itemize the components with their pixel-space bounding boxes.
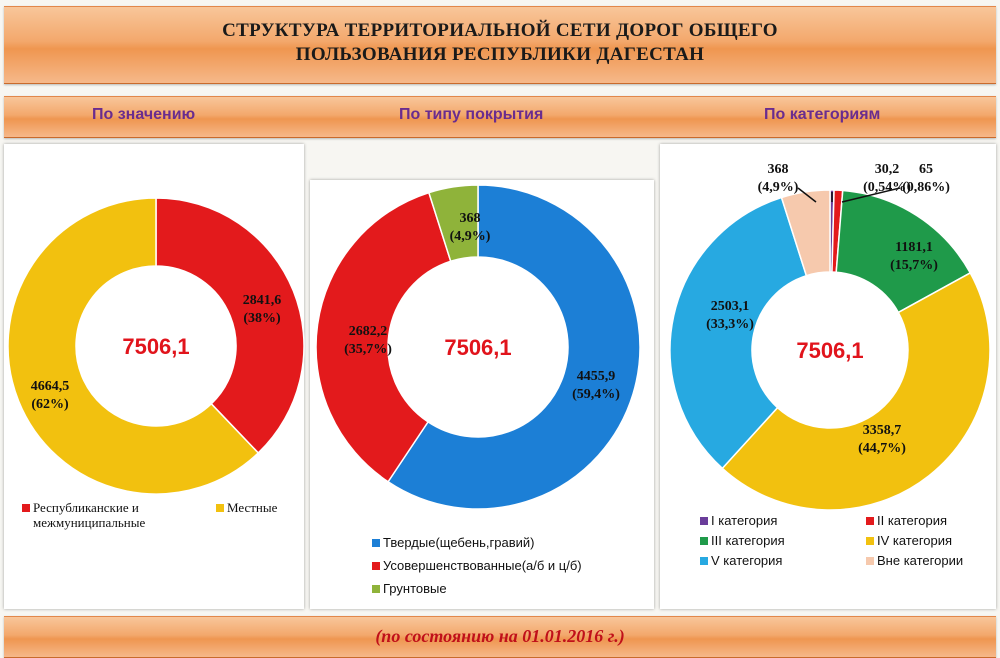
legend-swatch-red bbox=[866, 517, 874, 525]
legend-swatch-blue bbox=[372, 539, 380, 547]
legend-swatch-yellow bbox=[216, 504, 224, 512]
data-label-surface-0: 4455,9 bbox=[577, 369, 616, 384]
center-total-category: 7506,1 bbox=[796, 338, 863, 363]
legend-swatch-yellow bbox=[866, 537, 874, 545]
as-of-date: (по состоянию на 01.01.2016 г.) bbox=[375, 626, 625, 646]
center-total-significance: 7506,1 bbox=[122, 334, 189, 359]
legend-swatch-peach bbox=[866, 557, 874, 565]
legend-item-cat4: IV категория bbox=[866, 533, 952, 548]
legend-item-local: Местные bbox=[216, 500, 277, 515]
legend-item-improved: Усовершенствованные(а/б и ц/б) bbox=[372, 558, 582, 573]
data-label-category-5: 368 bbox=[768, 162, 789, 177]
data-label-surface-1: 2682,2 bbox=[349, 324, 388, 339]
callout-arrow-cat2 bbox=[841, 187, 901, 203]
donut-chart-category: 7506,1 30,2 (0,54%) 65 (0,86%) 1181,1 (15,7%) 3… bbox=[669, 162, 991, 511]
legend-swatch-olive bbox=[372, 585, 380, 593]
data-label-category-4: 2503,1 bbox=[711, 299, 750, 314]
legend-label: V категория bbox=[711, 553, 783, 568]
slice-category-2 bbox=[835, 189, 972, 314]
pct-label-surface-0: (59,4%) bbox=[572, 387, 620, 402]
slice-surface-0 bbox=[387, 184, 641, 510]
legend-label: I категория bbox=[711, 513, 778, 528]
legend-item-dirt: Грунтовые bbox=[372, 581, 447, 596]
data-label-category-3: 3358,7 bbox=[863, 423, 902, 438]
slice-surface-2 bbox=[427, 184, 479, 263]
data-label-category-2: 1181,1 bbox=[895, 240, 933, 255]
legend-swatch-purple bbox=[700, 517, 708, 525]
legend-item-cat1: I категория bbox=[700, 513, 777, 528]
donut-chart-surface: 7506,1 4455,9 (59,4%) 2682,2 (35,7%) 368 (4,9%… bbox=[315, 184, 641, 510]
chart-panel-category: 7506,1 30,2 (0,54%) 65 (0,86%) 1181,1 (15,7%) 3… bbox=[660, 144, 996, 609]
legend-label: Грунтовые bbox=[383, 581, 447, 596]
legend-label: III категория bbox=[711, 533, 785, 548]
title-banner: СТРУКТУРА ТЕРРИТОРИАЛЬНОЙ СЕТИ ДОРОГ ОБЩ… bbox=[4, 6, 996, 84]
title-line-1: СТРУКТУРА ТЕРРИТОРИАЛЬНОЙ СЕТИ ДОРОГ ОБЩ… bbox=[222, 20, 778, 41]
pct-label-category-1: (0,86%) bbox=[902, 180, 950, 195]
data-label-significance-1: 4664,5 bbox=[31, 379, 70, 394]
pct-label-category-2: (15,7%) bbox=[890, 258, 938, 273]
slice-category-3 bbox=[721, 271, 991, 511]
pct-label-category-4: (33,3%) bbox=[706, 317, 754, 332]
section-label-surface: По типу покрытия bbox=[399, 106, 544, 123]
pct-label-surface-2: (4,9%) bbox=[450, 229, 491, 244]
legend-label: Республиканские и межмуниципальные bbox=[33, 500, 146, 530]
legend-item-cat3: III категория bbox=[700, 533, 785, 548]
title-line-2: ПОЛЬЗОВАНИЯ РЕСПУБЛИКИ ДАГЕСТАН bbox=[295, 44, 705, 65]
footer-banner: (по состоянию на 01.01.2016 г.) bbox=[4, 616, 996, 658]
pct-label-category-3: (44,7%) bbox=[858, 441, 906, 456]
pct-label-significance-1: (62%) bbox=[31, 397, 69, 412]
legend-label: Усовершенствованные(а/б и ц/б) bbox=[383, 558, 582, 573]
legend-swatch-red bbox=[372, 562, 380, 570]
pct-label-category-0: (0,54%) bbox=[863, 180, 911, 195]
pct-label-category-5: (4,9%) bbox=[758, 180, 799, 195]
legend-label: Твердые(щебень,гравий) bbox=[383, 535, 535, 550]
legend-label: Местные bbox=[227, 500, 278, 515]
section-label-category: По категориям bbox=[764, 106, 881, 123]
legend-swatch-red bbox=[22, 504, 30, 512]
legend-item-cat5: V категория bbox=[700, 553, 782, 568]
legend-item-republican: Республиканские и межмуниципальные bbox=[22, 500, 203, 530]
legend-label: IV категория bbox=[877, 533, 953, 548]
data-label-category-1: 65 bbox=[919, 162, 933, 177]
slice-significance-1 bbox=[7, 197, 260, 495]
legend-swatch-cyan bbox=[700, 557, 708, 565]
pct-label-significance-0: (38%) bbox=[243, 311, 281, 326]
center-total-surface: 7506,1 bbox=[444, 335, 511, 360]
data-label-significance-0: 2841,6 bbox=[243, 293, 282, 308]
legend-item-outside: Вне категории bbox=[866, 553, 963, 568]
page-title: СТРУКТУРА ТЕРРИТОРИАЛЬНОЙ СЕТИ ДОРОГ ОБЩ… bbox=[4, 19, 996, 67]
legend-label: II категория bbox=[877, 513, 948, 528]
chart-panel-significance: 7506,1 2841,6 (38%) 4664,5 (62%) Республикан… bbox=[4, 144, 305, 609]
donut-chart-significance: 7506,1 2841,6 (38%) 4664,5 (62%) bbox=[7, 197, 305, 495]
data-label-surface-2: 368 bbox=[460, 211, 481, 226]
pct-label-surface-1: (35,7%) bbox=[344, 342, 392, 357]
legend-label: Вне категории bbox=[877, 553, 964, 568]
callout-arrow-outside bbox=[797, 187, 817, 203]
chart-panel-surface: 7506,1 4455,9 (59,4%) 2682,2 (35,7%) 368 (4,9%… bbox=[310, 180, 654, 609]
slice-category-4 bbox=[669, 196, 808, 470]
legend-item-cat2: II категория bbox=[866, 513, 947, 528]
slice-significance-0 bbox=[155, 197, 305, 455]
legend-item-hard: Твердые(щебень,гравий) bbox=[372, 535, 534, 550]
data-label-category-0: 30,2 bbox=[875, 162, 900, 177]
slice-surface-1 bbox=[315, 191, 452, 483]
section-label-significance: По значению bbox=[92, 106, 196, 123]
slice-category-5 bbox=[780, 189, 831, 277]
legend-swatch-green bbox=[700, 537, 708, 545]
section-labels-banner: По значению По типу покрытия По категори… bbox=[4, 96, 996, 138]
